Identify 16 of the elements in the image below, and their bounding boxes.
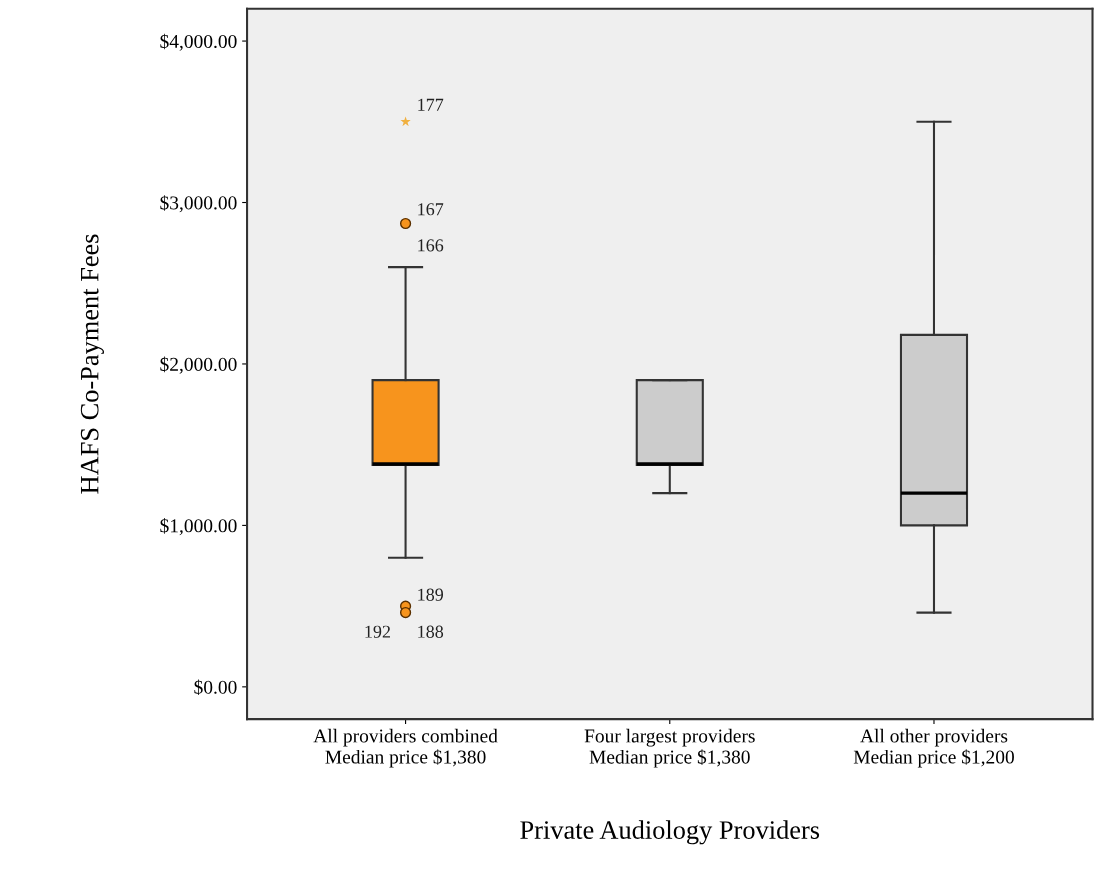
y-tick-label: $0.00	[194, 679, 237, 696]
x-tick-label: Four largest providers Median price $1,380	[584, 728, 755, 768]
annotation: 167	[418, 203, 444, 216]
y-tick-label: $4,000.00	[160, 33, 237, 51]
annotation: 177	[418, 98, 444, 111]
annotation: 188	[418, 625, 444, 638]
x-tick-label: All other providers Median price $1,200	[853, 728, 1014, 768]
y-tick-label: $2,000.00	[160, 356, 237, 374]
annotation: 166	[418, 239, 444, 252]
annotation: 192	[365, 625, 390, 638]
y-tick-label: $3,000.00	[160, 195, 237, 213]
annotation: 189	[418, 588, 444, 601]
x-axis-title: Private Audiology Providers	[520, 820, 820, 845]
y-tick-label: $1,000.00	[160, 518, 237, 536]
x-tick-label: All providers combined Median price $1,380	[313, 728, 498, 768]
y-axis-title: HAFS Co-Payment Fees	[80, 234, 104, 494]
